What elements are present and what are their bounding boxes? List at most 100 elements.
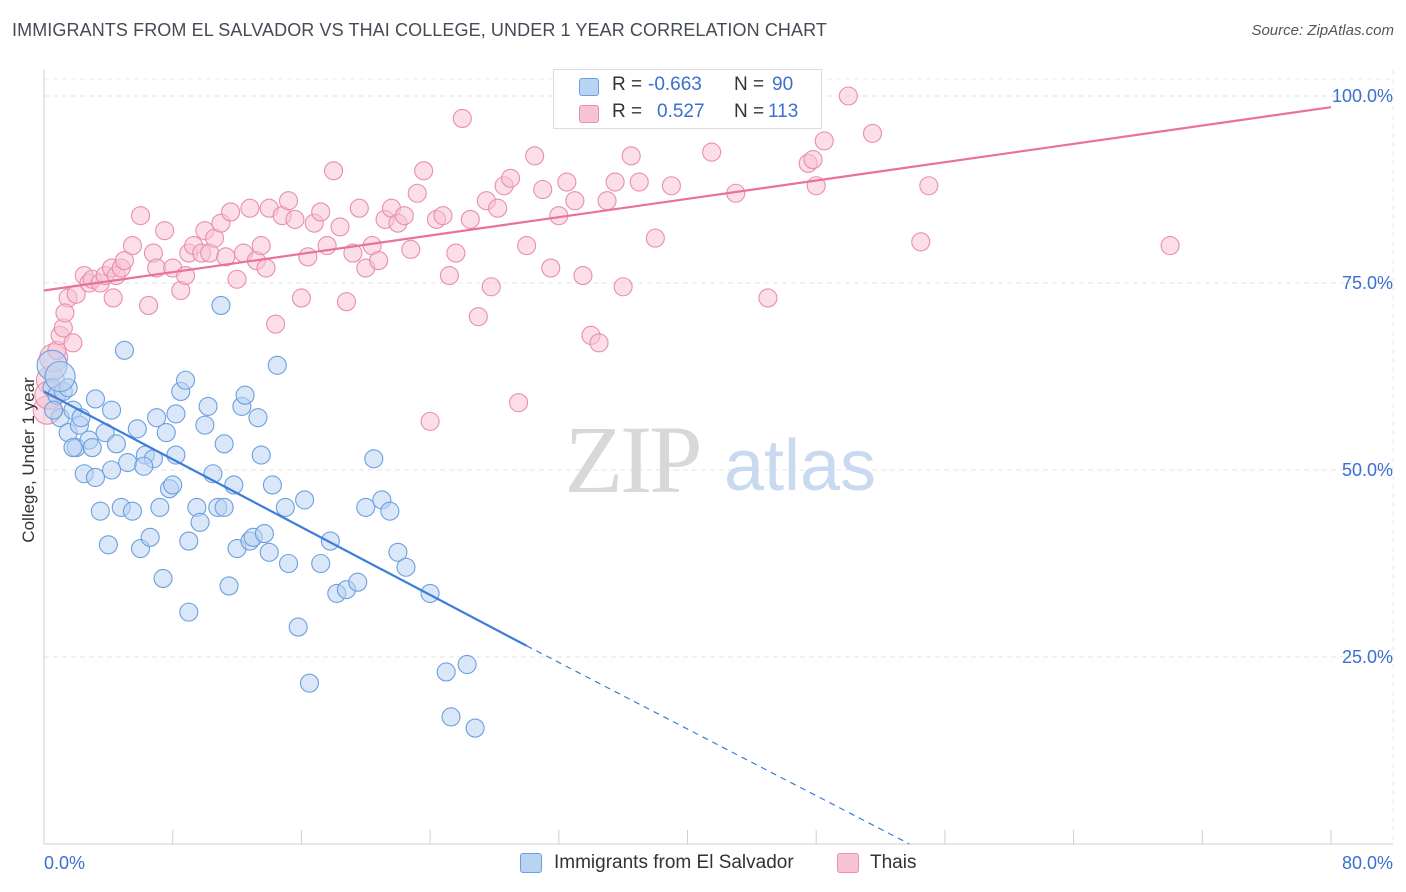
data-point-thais: [488, 198, 508, 218]
bottom-legend-swatch-pink: [837, 853, 859, 873]
data-point-el-salvador: [163, 475, 183, 495]
data-point-thais: [533, 179, 553, 200]
x-tick-label: 80.0%: [1342, 853, 1393, 873]
y-tick-label: 50.0%: [1342, 460, 1393, 480]
data-point-thais: [517, 236, 537, 256]
correlation-legend: R = -0.663 N = 90 R = 0.527 N = 113: [553, 69, 822, 129]
data-point-el-salvador: [118, 452, 138, 473]
data-point-el-salvador: [127, 419, 147, 439]
watermark-atlas: atlas: [724, 426, 876, 506]
legend-r-value: -0.663: [648, 74, 702, 95]
data-point-thais: [401, 239, 421, 259]
data-point-thais: [565, 191, 585, 211]
gridlines: [44, 70, 1394, 844]
data-point-thais: [468, 307, 488, 327]
data-point-el-salvador: [299, 673, 319, 693]
data-point-thais: [55, 303, 75, 323]
data-point-thais: [838, 86, 858, 106]
data-point-thais: [446, 243, 466, 263]
data-point-thais: [629, 172, 649, 192]
data-point-el-salvador: [82, 438, 102, 458]
data-point-el-salvador: [465, 718, 485, 738]
data-point-el-salvador: [288, 617, 308, 637]
data-point-el-salvador: [262, 475, 282, 495]
data-point-thais: [336, 292, 356, 312]
watermark: ZIP atlas: [565, 406, 877, 513]
data-point-thais: [330, 217, 350, 237]
data-point-el-salvador: [85, 389, 106, 409]
data-point-el-salvador: [388, 542, 408, 562]
data-point-el-salvador: [278, 553, 299, 574]
data-point-el-salvador: [295, 490, 315, 510]
data-point-el-salvador: [102, 400, 122, 420]
legend-swatch-pink: [579, 105, 599, 123]
data-point-el-salvador: [98, 535, 118, 555]
data-point-thais: [509, 393, 529, 413]
data-point-el-salvador: [140, 527, 160, 547]
y-tick-label: 75.0%: [1342, 273, 1393, 293]
data-point-thais: [420, 411, 440, 431]
trend-line-el-salvador-extension: [526, 645, 910, 845]
data-point-el-salvador: [364, 449, 384, 469]
data-point-thais: [919, 176, 939, 196]
data-point-thais: [369, 251, 389, 271]
data-point-thais: [324, 161, 344, 181]
x-tick-label: 0.0%: [44, 853, 85, 873]
data-point-thais: [240, 198, 260, 218]
data-point-thais: [911, 232, 931, 252]
axes: [43, 70, 1393, 845]
data-point-el-salvador: [248, 408, 268, 428]
data-point-el-salvador: [380, 501, 400, 521]
data-point-el-salvador: [44, 400, 64, 420]
y-axis-title: College, Under 1 year: [19, 377, 38, 543]
data-point-el-salvador: [153, 568, 173, 589]
data-point-thais: [621, 146, 641, 166]
legend-n-label: N =: [734, 101, 765, 122]
data-point-el-salvador: [190, 512, 210, 532]
data-point-el-salvador: [156, 423, 176, 443]
data-point-thais: [500, 168, 521, 188]
data-point-el-salvador: [211, 295, 231, 315]
data-point-thais: [481, 277, 501, 297]
y-tick-label: 100.0%: [1332, 86, 1393, 106]
tick-labels: 25.0% 50.0% 75.0% 100.0% 0.0% 80.0%: [44, 86, 1393, 873]
data-point-thais: [63, 333, 83, 353]
data-point-el-salvador: [63, 438, 83, 458]
bottom-legend-label-blue: Immigrants from El Salvador: [554, 852, 794, 873]
data-point-thais: [573, 265, 593, 286]
data-point-thais: [394, 206, 414, 226]
data-point-el-salvador: [114, 340, 134, 360]
bottom-legend-swatch-blue: [520, 853, 542, 873]
series-thais: [32, 86, 1180, 431]
data-point-thais: [122, 236, 143, 256]
data-point-el-salvador: [356, 497, 376, 517]
data-point-thais: [278, 191, 299, 211]
data-point-el-salvador: [102, 460, 122, 480]
trend-line-thais: [43, 106, 1332, 292]
data-point-thais: [814, 131, 834, 151]
legend-n-value: 90: [772, 74, 794, 95]
data-point-thais: [525, 146, 545, 166]
data-point-el-salvador: [457, 654, 477, 675]
data-point-el-salvador: [44, 360, 76, 393]
data-point-el-salvador: [254, 524, 274, 544]
data-point-thais: [589, 333, 609, 353]
data-point-thais: [349, 198, 369, 218]
data-point-thais: [460, 209, 480, 229]
data-point-thais: [702, 142, 722, 162]
data-point-thais: [139, 295, 159, 315]
data-point-thais: [227, 269, 247, 289]
data-point-el-salvador: [275, 497, 295, 517]
data-point-thais: [803, 150, 823, 170]
data-point-thais: [557, 172, 577, 192]
legend-row-pink: R = 0.527 N = 113: [554, 101, 821, 127]
trend-lines: [43, 106, 1332, 845]
data-point-el-salvador: [195, 415, 215, 435]
data-point-thais: [1160, 236, 1180, 256]
data-point-el-salvador: [267, 355, 287, 375]
data-point-thais: [311, 202, 331, 222]
source-label: Source: ZipAtlas.com: [1251, 22, 1394, 39]
legend-r-label: R =: [612, 101, 643, 122]
data-point-thais: [433, 206, 453, 226]
